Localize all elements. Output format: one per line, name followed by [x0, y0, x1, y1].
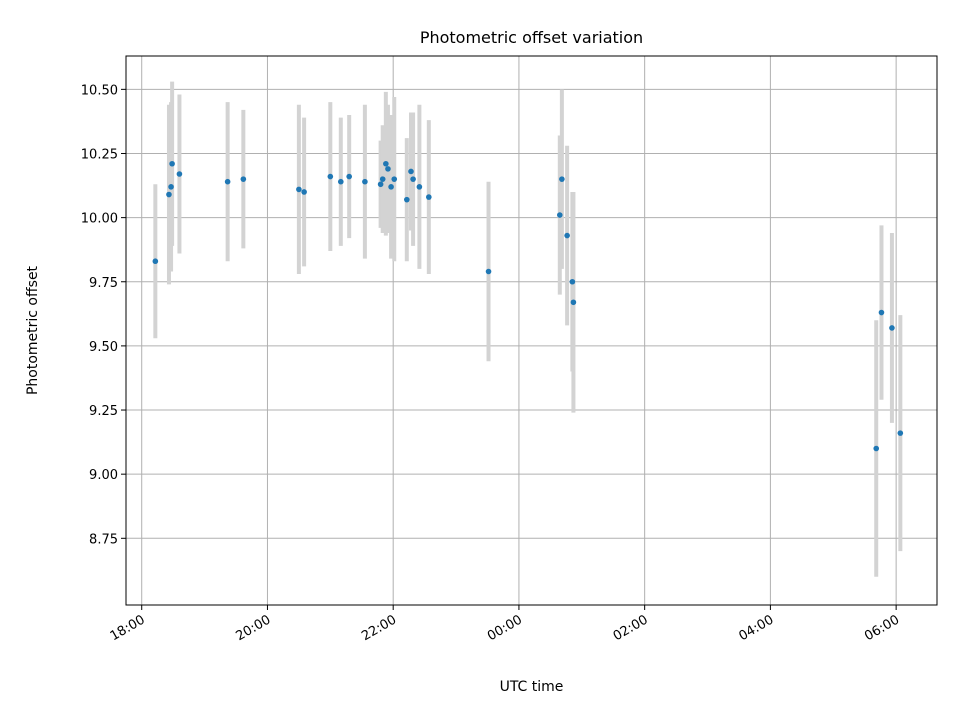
data-point: [564, 232, 570, 239]
data-point: [337, 178, 344, 185]
data-point: [383, 160, 389, 167]
data-point: [391, 176, 398, 182]
x-tick-label: 00:00: [485, 612, 525, 644]
data-point: [379, 176, 386, 182]
data-point: [559, 176, 565, 182]
data-point: [385, 166, 391, 172]
data-point: [388, 184, 394, 190]
x-tick-label: 04:00: [736, 612, 776, 644]
plot-frame: [125, 55, 938, 606]
data-point: [889, 325, 895, 331]
data-point: [346, 173, 352, 180]
y-axis-ticks: 8.75 9.00 9.25 9.50 9.75 10.00 10.25 10.50: [81, 83, 126, 547]
data-point: [176, 171, 183, 177]
y-tick-label: 8.75: [89, 532, 118, 547]
data-point: [485, 268, 492, 275]
x-tick-label: 18:00: [108, 612, 148, 644]
y-axis-label: Photometric offset: [25, 265, 41, 395]
data-point: [166, 191, 172, 198]
data-point: [570, 299, 577, 306]
y-tick-label: 9.50: [89, 340, 118, 355]
data-point: [404, 196, 410, 203]
data-point: [224, 178, 231, 185]
data-point: [168, 184, 174, 190]
x-tick-label: 20:00: [234, 612, 274, 644]
data-point: [569, 278, 576, 285]
y-tick-label: 10.50: [81, 83, 118, 98]
data-point: [410, 176, 416, 182]
data-point: [408, 168, 414, 175]
y-tick-label: 9.75: [89, 276, 118, 291]
data-point: [240, 176, 247, 182]
x-tick-label: 02:00: [611, 612, 651, 644]
data-point: [377, 181, 384, 188]
data-point: [416, 184, 423, 190]
data-point: [873, 445, 880, 452]
data-point: [556, 212, 563, 218]
y-tick-label: 9.00: [89, 468, 118, 483]
data-point: [152, 258, 159, 265]
x-axis-label: UTC time: [500, 679, 564, 695]
chart-title: Photometric offset variation: [420, 28, 643, 47]
data-point: [897, 430, 904, 436]
data-point: [878, 309, 885, 316]
data-points: [152, 160, 904, 452]
y-tick-label: 10.25: [81, 147, 118, 162]
data-point: [426, 194, 432, 200]
grid: [126, 56, 937, 605]
data-point: [169, 160, 175, 167]
data-point: [327, 173, 334, 180]
x-tick-label: 22:00: [359, 612, 399, 644]
data-point: [301, 189, 307, 195]
y-tick-label: 10.00: [81, 212, 118, 227]
y-tick-label: 9.25: [89, 404, 118, 419]
x-tick-label: 06:00: [862, 612, 902, 644]
x-axis-ticks: 18:00 20:00 22:00 00:00 02:00 04:00 06:00: [108, 605, 902, 644]
data-point: [296, 186, 302, 193]
data-point: [362, 178, 368, 185]
